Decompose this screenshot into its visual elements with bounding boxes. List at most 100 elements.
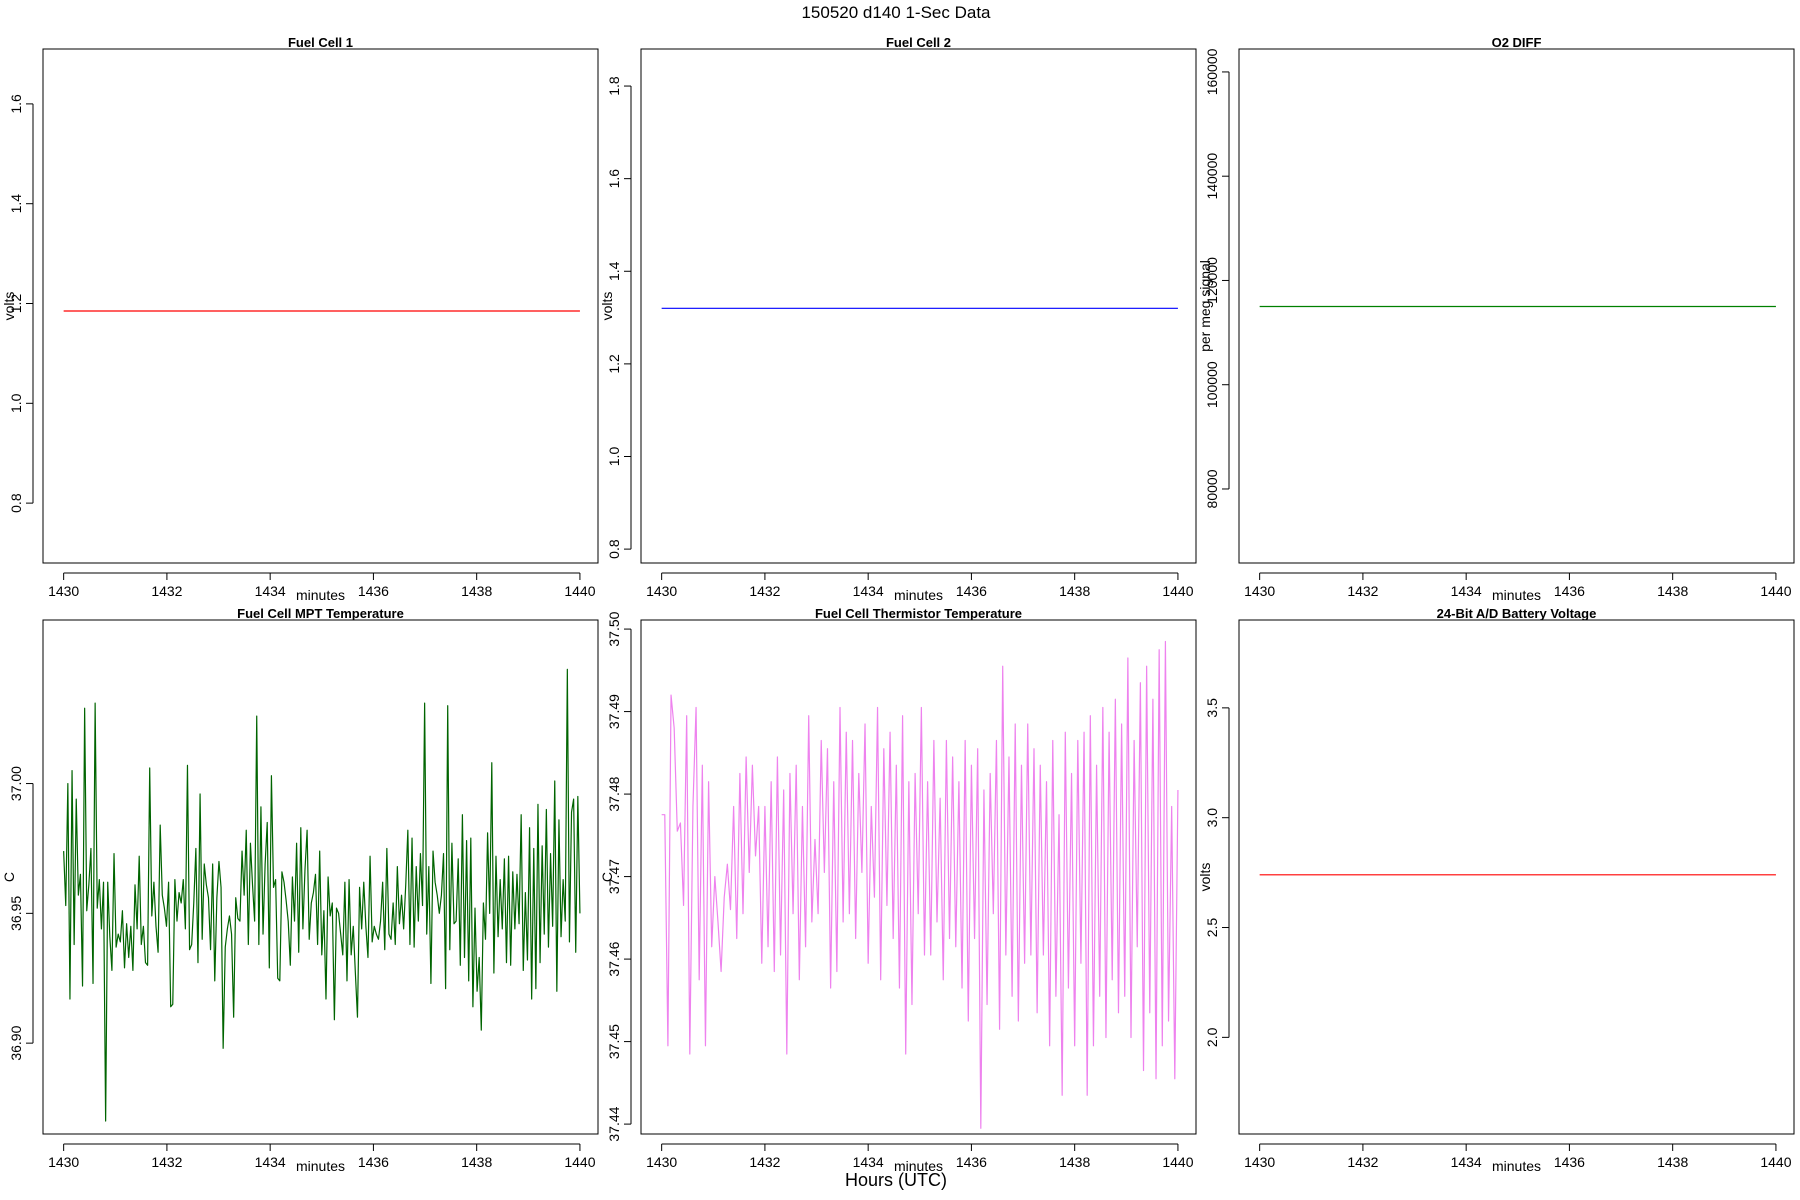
chart-4-x-tick-label: 1430 xyxy=(48,1154,79,1170)
chart-6-y-tick-label: 3.0 xyxy=(1204,808,1220,828)
chart-3-x-tick-label: 1432 xyxy=(1347,583,1378,599)
chart-6-plot-frame xyxy=(1238,619,1795,1135)
chart-4-x-tick-label: 1438 xyxy=(461,1154,492,1170)
chart-1-x-tick-label: 1430 xyxy=(48,583,79,599)
chart-1-y-tick-label: 1.2 xyxy=(8,294,24,314)
chart-6-x-tick-label: 1440 xyxy=(1760,1154,1791,1170)
chart-2-title: Fuel Cell 2 xyxy=(886,35,951,50)
chart-5-y-tick-label: 37.47 xyxy=(606,859,622,894)
chart-6-x-tick-label: 1434 xyxy=(1451,1154,1482,1170)
chart-6-x-axis-label: minutes xyxy=(1492,1158,1541,1174)
chart-2-plot-frame xyxy=(640,48,1197,564)
chart-4-y-axis-label: C xyxy=(1,872,17,882)
chart-4-title: Fuel Cell MPT Temperature xyxy=(237,606,404,621)
figure-title: 150520 d140 1-Sec Data xyxy=(801,3,991,22)
chart-5-y-tick-label: 37.50 xyxy=(606,611,622,646)
chart-2-y-tick-label: 1.0 xyxy=(606,447,622,467)
chart-5-x-tick-label: 1436 xyxy=(956,1154,987,1170)
chart-6-x-tick-label: 1432 xyxy=(1347,1154,1378,1170)
chart-1: Fuel Cell 1 1430 1432 1434 1436 1438 1440 minut… xyxy=(1,35,599,603)
chart-6-y-tick-label: 2.5 xyxy=(1204,918,1220,938)
chart-3-title: O2 DIFF xyxy=(1492,35,1542,50)
chart-5-title: Fuel Cell Thermistor Temperature xyxy=(815,606,1022,621)
chart-2-x-tick-label: 1430 xyxy=(646,583,677,599)
chart-5-series-1-line xyxy=(661,640,1179,1129)
chart-6-y-tick-label: 2.0 xyxy=(1204,1027,1220,1047)
chart-2-y-tick-label: 1.2 xyxy=(606,354,622,374)
chart-6-y-tick-label: 3.5 xyxy=(1204,698,1220,718)
chart-4-x-tick-label: 1432 xyxy=(151,1154,182,1170)
chart-3-x-axis-label: minutes xyxy=(1492,587,1541,603)
chart-4-y-tick-label: 37.00 xyxy=(8,766,24,801)
chart-2-x-tick-label: 1432 xyxy=(749,583,780,599)
chart-4-plot-frame xyxy=(42,619,599,1135)
chart-5-plot-frame xyxy=(640,619,1197,1135)
chart-1-x-axis-label: minutes xyxy=(296,587,345,603)
chart-6-y-axis-label: volts xyxy=(1197,863,1213,892)
chart-5-x-tick-label: 1432 xyxy=(749,1154,780,1170)
chart-6: 24-Bit A/D Battery Voltage 1430 1432 1434 14… xyxy=(1197,606,1795,1174)
chart-3-x-tick-label: 1434 xyxy=(1451,583,1482,599)
chart-6-x-tick-label: 1430 xyxy=(1244,1154,1275,1170)
chart-1-y-axis-label: volts xyxy=(1,292,17,321)
chart-5-x-tick-label: 1434 xyxy=(853,1154,884,1170)
chart-2: Fuel Cell 2 1430 1432 1434 1436 1438 1440 minut… xyxy=(599,35,1197,603)
chart-2-x-tick-label: 1440 xyxy=(1162,583,1193,599)
chart-2-y-axis-label: volts xyxy=(599,292,615,321)
chart-6-x-tick-label: 1436 xyxy=(1554,1154,1585,1170)
chart-1-x-tick-label: 1432 xyxy=(151,583,182,599)
outer-x-axis-label: Hours (UTC) xyxy=(845,1170,947,1190)
chart-4-x-axis-label: minutes xyxy=(296,1158,345,1174)
chart-5-y-tick-label: 37.48 xyxy=(606,776,622,811)
chart-3-plot-frame xyxy=(1238,48,1795,564)
chart-2-y-tick-label: 0.8 xyxy=(606,539,622,559)
chart-4-y-tick-label: 36.95 xyxy=(8,896,24,931)
chart-3-x-tick-label: 1436 xyxy=(1554,583,1585,599)
chart-1-x-tick-label: 1438 xyxy=(461,583,492,599)
chart-1-y-tick-label: 1.0 xyxy=(8,393,24,413)
chart-5-y-tick-label: 37.45 xyxy=(606,1024,622,1059)
chart-2-y-tick-label: 1.6 xyxy=(606,169,622,189)
chart-5-y-axis-label: C xyxy=(599,872,615,882)
chart-2-x-tick-label: 1438 xyxy=(1059,583,1090,599)
chart-5-x-tick-label: 1430 xyxy=(646,1154,677,1170)
chart-3-y-tick-label: 100000 xyxy=(1204,361,1220,408)
chart-1-x-tick-label: 1440 xyxy=(564,583,595,599)
chart-5-x-tick-label: 1438 xyxy=(1059,1154,1090,1170)
chart-2-y-tick-label: 1.4 xyxy=(606,261,622,281)
chart-1-y-tick-label: 0.8 xyxy=(8,493,24,513)
chart-2-x-tick-label: 1434 xyxy=(853,583,884,599)
chart-4-x-tick-label: 1434 xyxy=(255,1154,286,1170)
chart-3-y-axis-label: per meg signal xyxy=(1197,260,1213,352)
chart-4-series-1-line xyxy=(63,668,581,1122)
chart-5-y-tick-label: 37.49 xyxy=(606,694,622,729)
chart-5-y-tick-label: 37.44 xyxy=(606,1106,622,1141)
chart-2-x-axis-label: minutes xyxy=(894,587,943,603)
chart-4-y-tick-label: 36.90 xyxy=(8,1025,24,1060)
chart-3-y-tick-label: 120000 xyxy=(1204,257,1220,304)
chart-5-x-tick-label: 1440 xyxy=(1162,1154,1193,1170)
chart-3-y-tick-label: 160000 xyxy=(1204,48,1220,95)
chart-1-x-tick-label: 1434 xyxy=(255,583,286,599)
chart-3-x-tick-label: 1440 xyxy=(1760,583,1791,599)
chart-3-x-tick-label: 1430 xyxy=(1244,583,1275,599)
chart-2-x-tick-label: 1436 xyxy=(956,583,987,599)
chart-3: O2 DIFF 1430 1432 1434 1436 1438 1440 minutes 80… xyxy=(1197,35,1795,603)
chart-3-y-tick-label: 140000 xyxy=(1204,153,1220,200)
chart-6-title: 24-Bit A/D Battery Voltage xyxy=(1437,606,1597,621)
chart-3-y-tick-label: 80000 xyxy=(1204,469,1220,508)
chart-5: Fuel Cell Thermistor Temperature 1430 1432… xyxy=(599,606,1197,1174)
chart-4: Fuel Cell MPT Temperature 1430 1432 1434 143… xyxy=(1,606,599,1174)
chart-1-y-tick-label: 1.4 xyxy=(8,194,24,214)
chart-1-y-tick-label: 1.6 xyxy=(8,94,24,114)
chart-5-y-tick-label: 37.46 xyxy=(606,941,622,976)
panels: Fuel Cell 1 1430 1432 1434 1436 1438 1440 minut… xyxy=(1,35,1795,1174)
chart-4-x-tick-label: 1440 xyxy=(564,1154,595,1170)
chart-1-x-tick-label: 1436 xyxy=(358,583,389,599)
chart-3-x-tick-label: 1438 xyxy=(1657,583,1688,599)
chart-1-plot-frame xyxy=(42,48,599,564)
chart-5-x-axis-label: minutes xyxy=(894,1158,943,1174)
chart-1-title: Fuel Cell 1 xyxy=(288,35,353,50)
chart-4-x-tick-label: 1436 xyxy=(358,1154,389,1170)
